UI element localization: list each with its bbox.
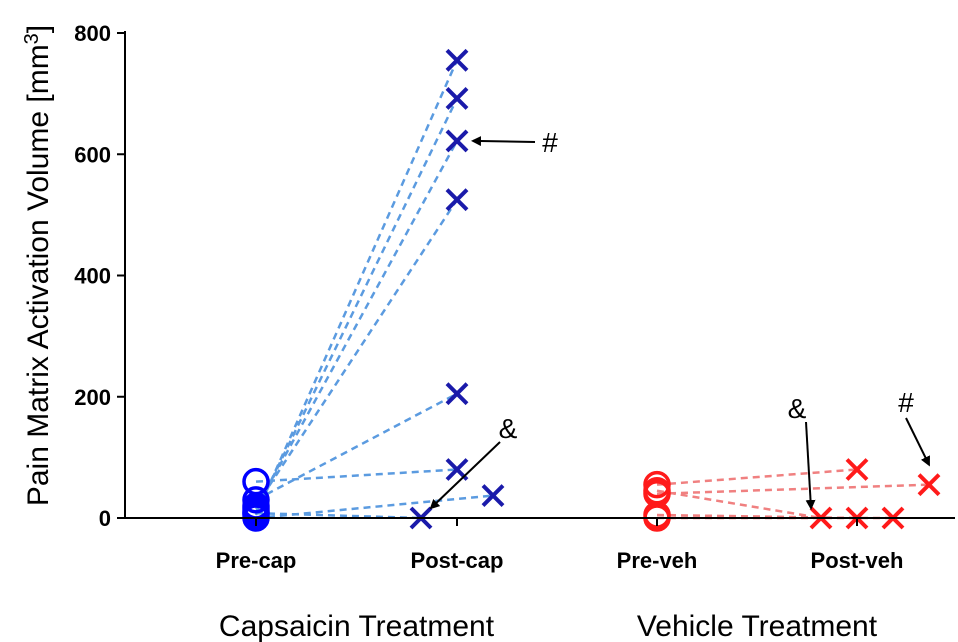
post-x-stroke <box>445 129 469 153</box>
connector-line <box>656 468 858 486</box>
post-x-stroke <box>445 382 469 406</box>
connector-line <box>255 494 494 520</box>
x-tick-label: Post-cap <box>411 548 504 573</box>
post-x-marker <box>481 484 505 507</box>
post-x-stroke <box>445 48 469 72</box>
post-x-stroke <box>445 458 469 481</box>
annotation-arrow <box>471 136 536 147</box>
post-x-stroke <box>845 458 869 481</box>
post-x-marker <box>917 473 941 497</box>
connector-line <box>656 489 822 520</box>
pre-circle-marker <box>242 486 270 514</box>
y-tick-label: 0 <box>99 506 111 531</box>
connector-line <box>255 392 458 501</box>
connector-line <box>254 140 459 510</box>
post-x-stroke <box>481 484 505 507</box>
connector-line <box>254 59 459 516</box>
post-x-marker <box>445 188 469 212</box>
connector-lines <box>254 59 930 520</box>
axes <box>117 31 955 526</box>
pre-circle-marker <box>242 467 270 496</box>
data-markers <box>242 48 941 532</box>
post-x-marker <box>845 458 869 481</box>
post-x-marker <box>445 129 469 153</box>
y-tick-label: 200 <box>74 385 111 410</box>
y-axis-title: Pain Matrix Activation Volume [mm3] <box>21 25 55 506</box>
annotation-label: # <box>898 387 914 418</box>
post-x-stroke <box>445 188 469 212</box>
post-x-marker <box>445 382 469 406</box>
group-label: Vehicle Treatment <box>637 610 878 642</box>
connector-line <box>656 513 858 520</box>
y-tick-label: 400 <box>74 264 111 289</box>
x-tick-label: Pre-veh <box>617 548 698 573</box>
axis-labels: 0 200 400 600 800 Pre-cap Post-cap Pre-veh Post-… <box>21 21 903 642</box>
annotation-arrow <box>905 417 930 467</box>
pre-circle-marker <box>643 480 671 508</box>
connector-line <box>254 97 459 513</box>
connector-line <box>254 199 459 507</box>
annotation-arrow <box>429 441 501 510</box>
x-tick-label: Post-veh <box>811 548 904 573</box>
x-tick-label: Pre-cap <box>216 548 297 573</box>
annotation-label: & <box>788 393 807 424</box>
post-x-marker <box>445 87 469 110</box>
annotations: # & & # <box>429 127 930 510</box>
y-tick-label: 800 <box>74 21 111 46</box>
group-label: Capsaicin Treatment <box>219 610 495 642</box>
post-x-stroke <box>917 473 941 497</box>
post-x-stroke <box>445 87 469 110</box>
annotation-label: & <box>499 413 518 444</box>
post-x-marker <box>445 48 469 72</box>
connector-line <box>656 483 930 495</box>
connector-line <box>255 468 458 483</box>
annotation-label: # <box>542 127 558 158</box>
y-tick-label: 600 <box>74 142 111 167</box>
annotation-arrow <box>805 421 816 510</box>
